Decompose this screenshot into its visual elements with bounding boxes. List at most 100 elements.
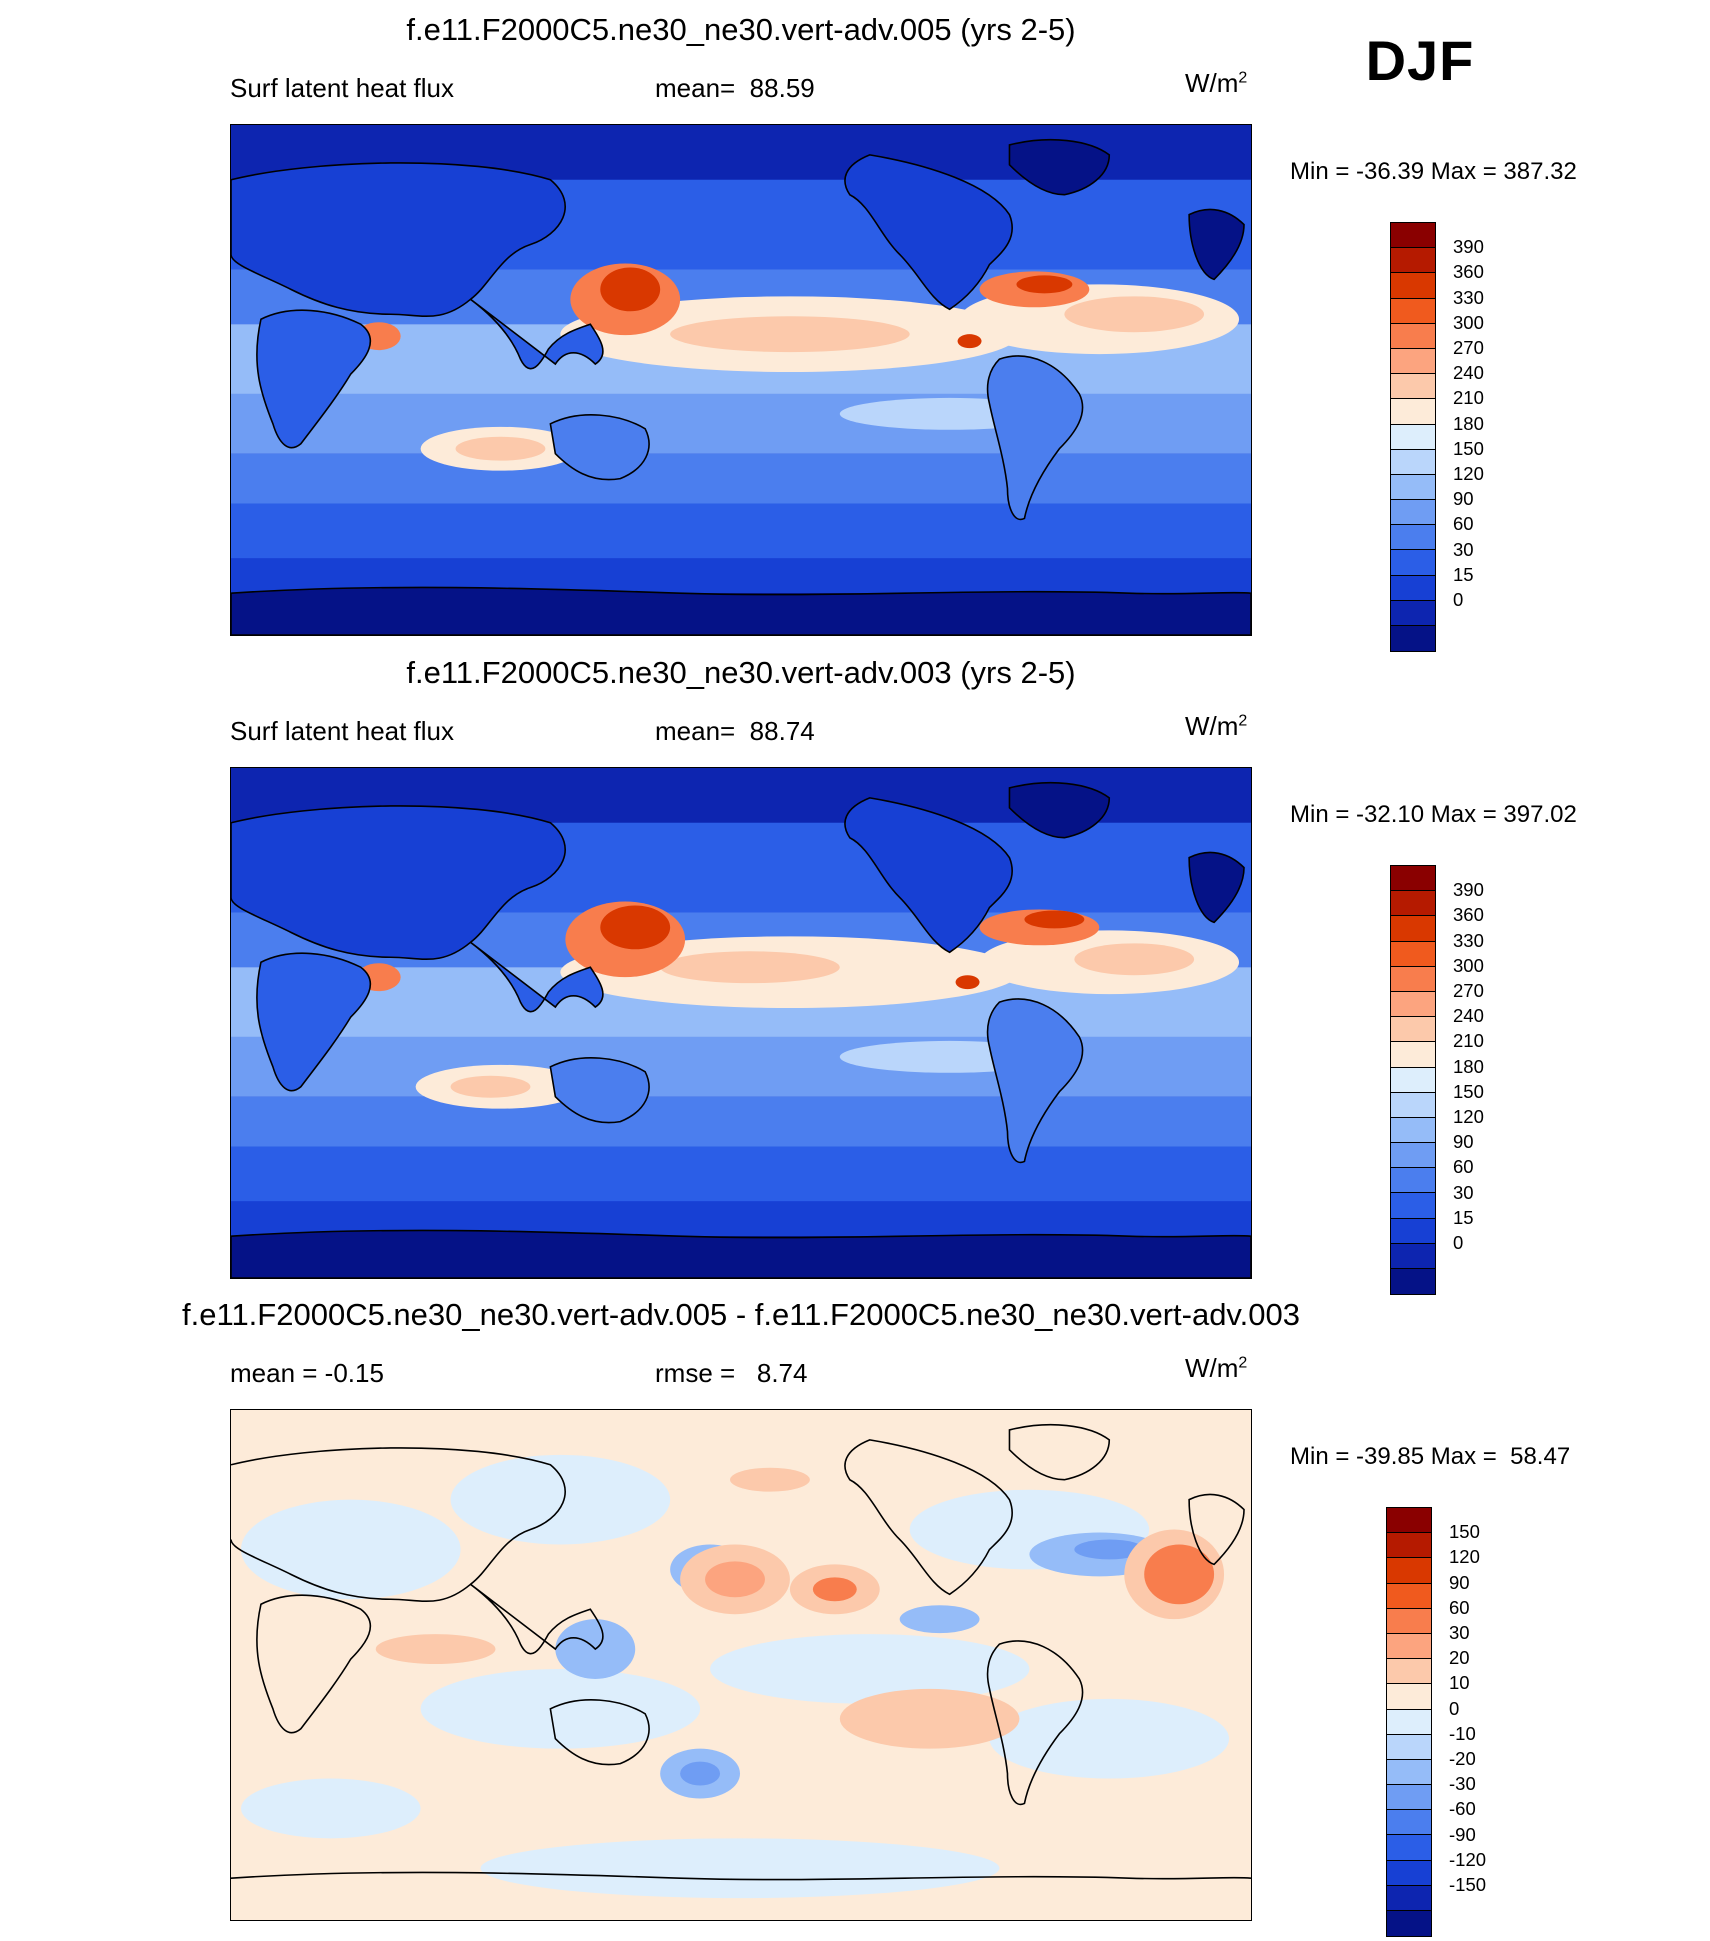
colorbar-tick-label: 240 — [1453, 362, 1484, 384]
panel-title: f.e11.F2000C5.ne30_ne30.vert-adv.005 - f… — [182, 1297, 1300, 1332]
colorbar-swatch — [1391, 1117, 1435, 1144]
min-max-label: Min = -39.85 Max = 58.47 — [1290, 1443, 1571, 1470]
colorbar-tick-label: 0 — [1449, 1697, 1460, 1719]
map-canvas — [231, 125, 1251, 635]
colorbar-tick-label: 150 — [1449, 1521, 1480, 1543]
colorbar-tick-label: 60 — [1453, 513, 1474, 535]
colorbar-tick-label: 30 — [1453, 538, 1474, 560]
colorbar-swatch — [1391, 1143, 1435, 1169]
colorbar-tick-label: 120 — [1453, 463, 1484, 484]
panel-title: f.e11.F2000C5.ne30_ne30.vert-adv.003 (yr… — [406, 655, 1076, 690]
colorbar-swatch — [1387, 1835, 1431, 1861]
variable-label: Surf latent heat flux — [230, 716, 455, 746]
colorbar-tick-label: -30 — [1449, 1773, 1476, 1795]
diff-mean-label: mean = -0.15 — [230, 1358, 384, 1388]
colorbar-tick-label: -150 — [1449, 1874, 1487, 1895]
colorbar-swatch — [1391, 550, 1435, 576]
colorbar-swatch — [1391, 941, 1435, 967]
colorbar-swatch — [1391, 1218, 1435, 1244]
variable-label: Surf latent heat flux — [230, 73, 455, 103]
units-label: W/m2 — [1185, 1353, 1248, 1383]
colorbar-tick-label: -90 — [1449, 1823, 1476, 1845]
colorbar-swatch — [1387, 1684, 1431, 1710]
colorbar-tick-label: 15 — [1453, 563, 1474, 585]
colorbar-swatch — [1391, 1067, 1435, 1093]
colorbar-swatch — [1391, 298, 1435, 324]
colorbar-swatch — [1387, 1785, 1431, 1811]
colorbar-tick-label: 360 — [1453, 904, 1484, 926]
colorbar-swatch — [1391, 626, 1435, 652]
colorbar-tick-label: 180 — [1453, 412, 1484, 434]
colorbar-swatch — [1387, 1558, 1431, 1584]
colorbar-swatch — [1387, 1533, 1431, 1559]
colorbar-swatch — [1387, 1885, 1431, 1911]
colorbar-tick-label: 240 — [1453, 1005, 1484, 1027]
colorbar-swatch — [1391, 891, 1435, 917]
colorbar-tick-label: 330 — [1453, 286, 1484, 308]
map-canvas — [231, 768, 1251, 1278]
min-max-label: Min = -36.39 Max = 387.32 — [1290, 158, 1577, 185]
colorbar-swatch — [1387, 1709, 1431, 1735]
colorbar-tick-label: 390 — [1453, 236, 1484, 258]
colorbar-tick-label: 300 — [1453, 311, 1484, 333]
colorbar-swatch — [1387, 1508, 1431, 1534]
colorbar-tick-label: 210 — [1453, 387, 1484, 409]
colorbar-swatch — [1391, 424, 1435, 450]
panel-vert-adv-005: f.e11.F2000C5.ne30_ne30.vert-adv.005 (yr… — [0, 0, 1710, 653]
colorbar-tick-label: 150 — [1453, 1080, 1484, 1102]
colorbar-swatch — [1391, 348, 1435, 375]
contour-map — [230, 1409, 1252, 1921]
colorbar-tick-label: 0 — [1453, 1232, 1464, 1253]
map-canvas — [231, 1410, 1251, 1920]
colorbar-swatch — [1391, 1042, 1435, 1068]
colorbar-tick-label: 270 — [1453, 980, 1484, 1001]
colorbar — [1390, 865, 1436, 1296]
colorbar-swatch — [1391, 575, 1435, 601]
colorbar-tick-label: 30 — [1449, 1622, 1470, 1643]
colorbar-swatch — [1387, 1734, 1431, 1760]
colorbar-swatch — [1391, 966, 1435, 992]
units-label: W/m2 — [1185, 711, 1248, 741]
colorbar-tick-label: 150 — [1453, 437, 1484, 459]
colorbar-tick-label: -10 — [1449, 1722, 1476, 1744]
contour-map — [230, 124, 1252, 636]
colorbar — [1386, 1507, 1432, 1938]
colorbar-swatch — [1391, 1017, 1435, 1043]
colorbar-swatch — [1387, 1759, 1431, 1786]
colorbar-tick-label: 60 — [1449, 1596, 1470, 1618]
colorbar-tick-label: -60 — [1449, 1798, 1476, 1820]
colorbar-tick-label: 90 — [1453, 1131, 1474, 1153]
colorbar-swatch — [1391, 525, 1435, 551]
colorbar-tick-label: -120 — [1449, 1848, 1487, 1870]
colorbar-swatch — [1391, 474, 1435, 501]
colorbar-tick-label: 300 — [1453, 954, 1484, 976]
mean-label: mean= 88.74 — [655, 716, 815, 746]
colorbar-tick-label: 20 — [1449, 1647, 1470, 1669]
season-label: DJF — [1365, 29, 1475, 92]
colorbar-tick-label: 270 — [1453, 337, 1484, 358]
colorbar-swatch — [1387, 1583, 1431, 1609]
colorbar-tick-label: 30 — [1453, 1181, 1474, 1203]
colorbar-tick-label: 180 — [1453, 1055, 1484, 1077]
colorbar-tick-label: 90 — [1453, 488, 1474, 510]
colorbar-tick-label: 0 — [1453, 589, 1464, 610]
colorbar-swatch — [1391, 1193, 1435, 1219]
colorbar-tick-label: -20 — [1449, 1748, 1476, 1769]
colorbar-swatch — [1387, 1911, 1431, 1937]
colorbar-tick-label: 120 — [1449, 1546, 1480, 1568]
colorbar-swatch — [1391, 323, 1435, 349]
colorbar-swatch — [1391, 399, 1435, 425]
colorbar-swatch — [1391, 991, 1435, 1018]
rmse-label: rmse = 8.74 — [655, 1358, 808, 1388]
colorbar-tick-label: 90 — [1449, 1571, 1470, 1593]
colorbar-swatch — [1387, 1860, 1431, 1886]
colorbar-tick-label: 360 — [1453, 261, 1484, 283]
colorbar-swatch — [1387, 1608, 1431, 1634]
colorbar-swatch — [1391, 500, 1435, 526]
panel-vert-adv-003: f.e11.F2000C5.ne30_ne30.vert-adv.003 (yr… — [0, 643, 1710, 1296]
colorbar-swatch — [1391, 1243, 1435, 1269]
colorbar-swatch — [1391, 916, 1435, 942]
colorbar-swatch — [1391, 273, 1435, 299]
colorbar-tick-label: 10 — [1449, 1672, 1470, 1694]
panel-title: f.e11.F2000C5.ne30_ne30.vert-adv.005 (yr… — [406, 12, 1076, 47]
